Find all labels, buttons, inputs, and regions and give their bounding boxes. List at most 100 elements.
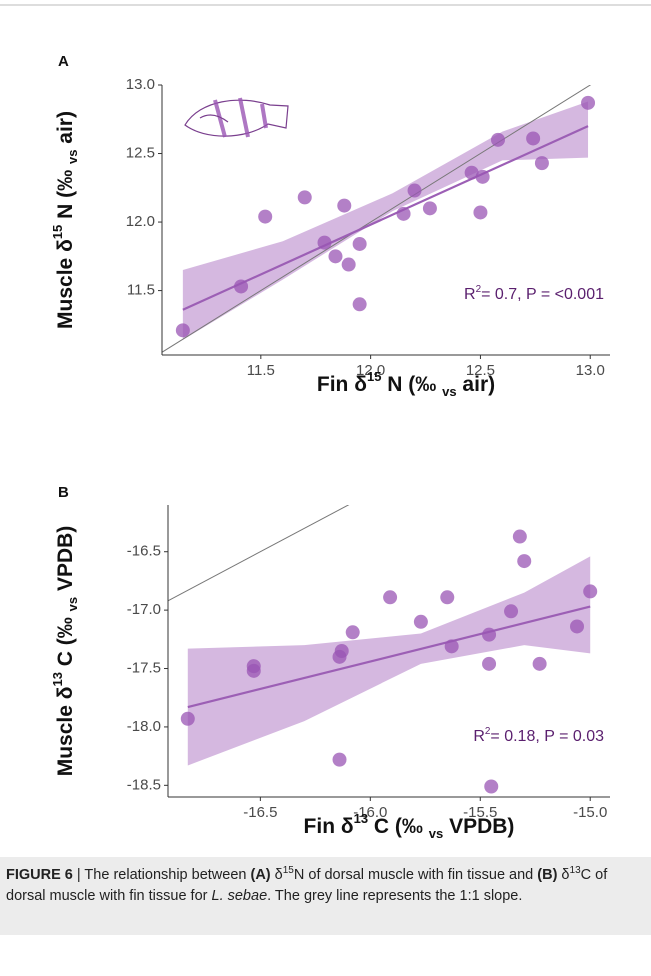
- point: [504, 604, 519, 619]
- text-part: vs: [65, 150, 80, 164]
- text-part: R: [473, 728, 485, 745]
- text-part: = 0.7, P = <0.001: [481, 286, 604, 303]
- y-tick-label: 12.0: [126, 213, 155, 230]
- x-tick-label: 12.0: [356, 362, 385, 379]
- text-part: 13: [50, 672, 65, 686]
- caption-text: δ: [270, 867, 283, 883]
- point: [258, 209, 273, 224]
- caption-text: (B): [537, 867, 558, 883]
- text-part: Fin δ: [304, 815, 354, 838]
- confidence-band: [182, 101, 589, 340]
- text-part: N (‰: [381, 373, 442, 396]
- text-part: 2: [476, 284, 482, 295]
- text-part: Muscle δ: [54, 239, 77, 329]
- point: [512, 529, 527, 544]
- caption-text: L. sebae: [211, 888, 268, 904]
- caption-text: (A): [250, 867, 271, 883]
- point: [440, 590, 455, 605]
- text-part: vs: [442, 384, 456, 399]
- x-tick-label: -15.5: [463, 804, 497, 821]
- fit-line: [187, 605, 591, 709]
- text-part: vs: [65, 597, 80, 611]
- point: [234, 279, 249, 294]
- confidence-band: [187, 556, 591, 766]
- text-part: VPDB): [443, 815, 514, 838]
- point: [534, 156, 549, 171]
- point: [297, 190, 312, 205]
- point: [317, 235, 332, 250]
- text-part: air): [54, 111, 77, 150]
- y-tick-label: 11.5: [127, 282, 155, 299]
- caption-text: FIGURE 6: [6, 867, 73, 883]
- text-part: C (‰: [54, 611, 77, 672]
- point: [246, 663, 261, 678]
- caption-text: N of dorsal muscle with fin tissue and: [293, 867, 538, 883]
- point: [482, 627, 497, 642]
- point: [482, 656, 497, 671]
- x-tick-label: -16.5: [243, 804, 277, 821]
- panel-label: A: [58, 53, 69, 70]
- x-axis-title: Fin δ15 N (‰ vs air): [317, 369, 495, 399]
- point: [337, 198, 352, 213]
- y-tick-label: -17.0: [127, 601, 161, 618]
- text-part: 2: [485, 726, 491, 737]
- identity-line: [168, 505, 350, 602]
- text-part: 15: [50, 225, 65, 239]
- point: [581, 95, 596, 110]
- point: [180, 711, 195, 726]
- text-part: vs: [429, 826, 443, 841]
- point: [175, 323, 190, 338]
- text-part: 15: [367, 369, 381, 384]
- point: [484, 779, 499, 794]
- point: [491, 132, 505, 147]
- x-tick-label: -15.0: [573, 804, 607, 821]
- caption-text: . The grey line represents the 1:1 slope…: [267, 888, 523, 904]
- x-tick-label: 12.5: [466, 362, 495, 379]
- caption-text: | The relationship between: [72, 867, 251, 883]
- text-part: N (‰: [54, 164, 77, 225]
- point: [396, 206, 411, 221]
- x-tick-label: -16.0: [353, 804, 387, 821]
- caption-text: 15: [282, 865, 294, 877]
- point: [583, 584, 598, 599]
- point: [570, 619, 585, 634]
- point: [473, 205, 488, 220]
- text-part: air): [457, 373, 496, 396]
- text-part: Fin δ: [317, 373, 367, 396]
- point: [341, 257, 356, 272]
- y-tick-label: 12.5: [126, 144, 155, 161]
- y-tick-label: -18.0: [127, 718, 161, 735]
- caption-text: δ: [557, 867, 570, 883]
- point: [352, 236, 367, 251]
- text-part: 13: [354, 811, 368, 826]
- fish-icon: [184, 97, 289, 138]
- annotation: R2= 0.7, P = <0.001: [464, 284, 604, 303]
- point: [444, 639, 459, 654]
- caption-text: 13: [569, 865, 581, 877]
- panel: B -16.5 -16.0 -15.5 -15.0 -16.5 -17.0 -17.5 -18.…: [50, 484, 610, 841]
- identity-line: [162, 85, 592, 353]
- point: [332, 752, 347, 767]
- point: [328, 249, 343, 264]
- point: [345, 625, 360, 640]
- panel-label: B: [58, 484, 69, 501]
- point: [383, 590, 398, 605]
- point: [464, 165, 479, 180]
- point: [332, 649, 347, 664]
- y-axis-title: Muscle δ15 N (‰ vs air): [50, 111, 80, 329]
- y-axis-title: Muscle δ13 C (‰ vs VPDB): [50, 526, 80, 777]
- y-tick-label: -18.5: [127, 776, 161, 793]
- point: [475, 169, 490, 184]
- text-part: C (‰: [368, 815, 429, 838]
- y-tick-label: -17.5: [127, 659, 161, 676]
- text-part: Muscle δ: [54, 687, 77, 777]
- figure-caption: FIGURE 6 | The relationship between (A) …: [0, 857, 651, 935]
- text-part: = 0.18, P = 0.03: [490, 728, 604, 745]
- point: [422, 201, 437, 216]
- caption-text: C of dorsal muscle with fin tissue for: [6, 867, 608, 904]
- point: [413, 614, 428, 629]
- x-tick-label: 11.5: [247, 362, 275, 379]
- annotation: R2= 0.18, P = 0.03: [473, 726, 604, 745]
